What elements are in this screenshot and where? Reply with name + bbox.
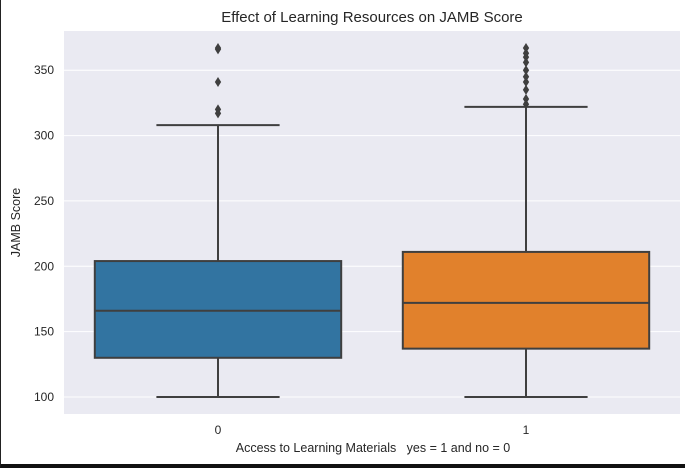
x-tick-label: 1 xyxy=(523,423,530,437)
y-axis-ticks: 100 150 200 250 300 350 xyxy=(34,63,54,404)
box-series xyxy=(93,42,651,399)
box-group-1 xyxy=(401,42,651,399)
y-tick-label: 150 xyxy=(34,325,54,339)
box-group-0 xyxy=(93,42,343,399)
x-axis-label: Access to Learning Materials yes = 1 and… xyxy=(236,441,511,455)
outlier-point xyxy=(522,65,530,76)
outlier-point xyxy=(522,76,530,88)
y-tick-label: 350 xyxy=(34,63,54,77)
chart-title: Effect of Learning Resources on JAMB Sco… xyxy=(221,9,523,26)
y-tick-label: 100 xyxy=(34,390,54,404)
iqr-box xyxy=(93,260,343,359)
outlier-point xyxy=(214,104,222,115)
outlier-point xyxy=(214,42,222,54)
y-tick-label: 200 xyxy=(34,259,54,273)
outlier-point xyxy=(522,71,530,82)
x-tick-label: 0 xyxy=(215,423,222,437)
outlier-point xyxy=(522,99,530,110)
outlier-point xyxy=(522,42,530,54)
outlier-point xyxy=(522,48,530,59)
y-tick-label: 300 xyxy=(34,129,54,143)
outlier-point xyxy=(522,57,530,68)
iqr-box xyxy=(401,250,651,350)
outlier-point xyxy=(522,84,530,95)
outlier-point xyxy=(522,93,530,105)
outlier-point xyxy=(214,76,222,88)
y-axis-label: JAMB Score xyxy=(9,188,23,258)
y-tick-label: 250 xyxy=(34,194,54,208)
